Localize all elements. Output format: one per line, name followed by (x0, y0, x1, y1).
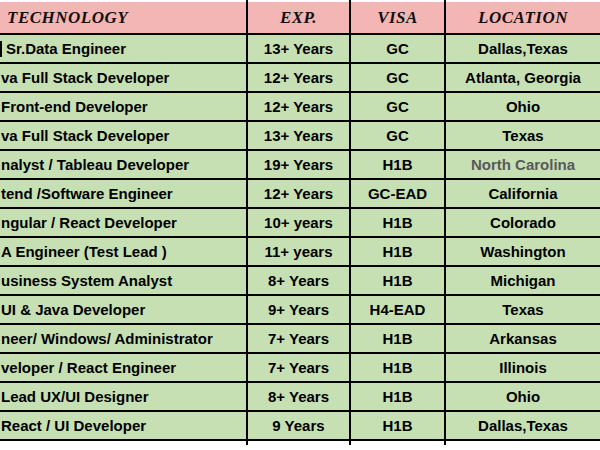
location-cell: Arkansas (445, 324, 600, 353)
exp-cell: 11+ years (247, 237, 350, 266)
location-cell: Texas (445, 295, 600, 324)
exp-cell: 13+ Years (247, 34, 350, 63)
exp-cell: 7+ Years (247, 324, 350, 353)
technology-cell: React / UI Developer (0, 411, 247, 440)
location-cell: Atlanta, Georgia (445, 63, 600, 92)
exp-cell: 9+ Years (247, 295, 350, 324)
table-row: tend /Software Engineer12+ YearsGC-EADCa… (0, 179, 600, 208)
location-cell: Washington (445, 237, 600, 266)
exp-cell: 13+ Years (247, 121, 350, 150)
technology-cell: Lead UX/UI Designer (0, 382, 247, 411)
location-cell: California (445, 179, 600, 208)
technology-cell: ngular / React Developer (0, 208, 247, 237)
table-row: A Engineer (Test Lead )11+ yearsH1BWashi… (0, 237, 600, 266)
table-row: ngular / React Developer10+ yearsH1BColo… (0, 208, 600, 237)
column-header-location: LOCATION (445, 2, 600, 34)
jobs-hotlist-table-image: TECHNOLOGYEXP.VISALOCATION Sr.Data Engin… (0, 0, 600, 450)
location-cell: Colorado (445, 208, 600, 237)
technology-cell: va Full Stack Developer (0, 63, 247, 92)
visa-cell: GC (350, 92, 445, 121)
exp-cell: 9 Years (247, 411, 350, 440)
location-cell: Illinois (445, 353, 600, 382)
location-cell: North Carolina (445, 150, 600, 179)
technology-cell: nalyst / Tableau Developer (0, 150, 247, 179)
location-cell: Michigan (445, 266, 600, 295)
location-cell: Dallas,Texas (445, 411, 600, 440)
technology-cell: usiness System Analyst (0, 266, 247, 295)
visa-cell: GC-EAD (350, 179, 445, 208)
exp-cell: 8+ Years (247, 266, 350, 295)
column-header-technology: TECHNOLOGY (0, 2, 247, 34)
exp-cell: 12+ Years (247, 179, 350, 208)
table-row: UI & Java Developer9+ YearsH4-EADTexas (0, 295, 600, 324)
technology-cell: neer/ Windows/ Administrator (0, 324, 247, 353)
technology-cell: Front-end Developer (0, 92, 247, 121)
column-header-exp: EXP. (247, 2, 350, 34)
visa-cell: H1B (350, 353, 445, 382)
visa-cell: H1B (350, 382, 445, 411)
technology-cell: tend /Software Engineer (0, 179, 247, 208)
cropped-row-bottom (0, 440, 600, 445)
visa-cell: H1B (350, 266, 445, 295)
exp-cell: 7+ Years (247, 353, 350, 382)
visa-cell: GC (350, 63, 445, 92)
visa-cell: GC (350, 121, 445, 150)
cropped-cell (247, 440, 350, 445)
table-row: React / UI Developer9 YearsH1BDallas,Tex… (0, 411, 600, 440)
table-body: Sr.Data Engineer13+ YearsGCDallas,Texasv… (0, 34, 600, 440)
cropped-cell (0, 440, 247, 445)
header-row: TECHNOLOGYEXP.VISALOCATION (0, 2, 600, 34)
exp-cell: 8+ Years (247, 382, 350, 411)
table-row: Sr.Data Engineer13+ YearsGCDallas,Texas (0, 34, 600, 63)
location-cell: Ohio (445, 92, 600, 121)
visa-cell: H1B (350, 411, 445, 440)
visa-cell: H1B (350, 237, 445, 266)
jobs-table: TECHNOLOGYEXP.VISALOCATION Sr.Data Engin… (0, 0, 600, 445)
table-row: nalyst / Tableau Developer19+ YearsH1BNo… (0, 150, 600, 179)
table-row: usiness System Analyst8+ YearsH1BMichiga… (0, 266, 600, 295)
cropped-cell (350, 440, 445, 445)
location-cell: Dallas,Texas (445, 34, 600, 63)
cropped-cell (445, 440, 600, 445)
exp-cell: 12+ Years (247, 63, 350, 92)
table-row: va Full Stack Developer12+ YearsGCAtlant… (0, 63, 600, 92)
exp-cell: 19+ Years (247, 150, 350, 179)
table-row: Front-end Developer12+ YearsGCOhio (0, 92, 600, 121)
visa-cell: H1B (350, 208, 445, 237)
exp-cell: 10+ years (247, 208, 350, 237)
technology-cell: UI & Java Developer (0, 295, 247, 324)
table-row: va Full Stack Developer13+ YearsGCTexas (0, 121, 600, 150)
table-row: neer/ Windows/ Administrator7+ YearsH1BA… (0, 324, 600, 353)
column-header-visa: VISA (350, 2, 445, 34)
visa-cell: H1B (350, 324, 445, 353)
visa-cell: GC (350, 34, 445, 63)
table-row: veloper / React Engineer7+ YearsH1BIllin… (0, 353, 600, 382)
technology-cell: veloper / React Engineer (0, 353, 247, 382)
technology-cell: va Full Stack Developer (0, 121, 247, 150)
table-row: Lead UX/UI Designer8+ YearsH1BOhio (0, 382, 600, 411)
location-cell: Texas (445, 121, 600, 150)
exp-cell: 12+ Years (247, 92, 350, 121)
location-cell: Ohio (445, 382, 600, 411)
visa-cell: H4-EAD (350, 295, 445, 324)
technology-cell: Sr.Data Engineer (0, 34, 247, 63)
technology-cell: A Engineer (Test Lead ) (0, 237, 247, 266)
visa-cell: H1B (350, 150, 445, 179)
